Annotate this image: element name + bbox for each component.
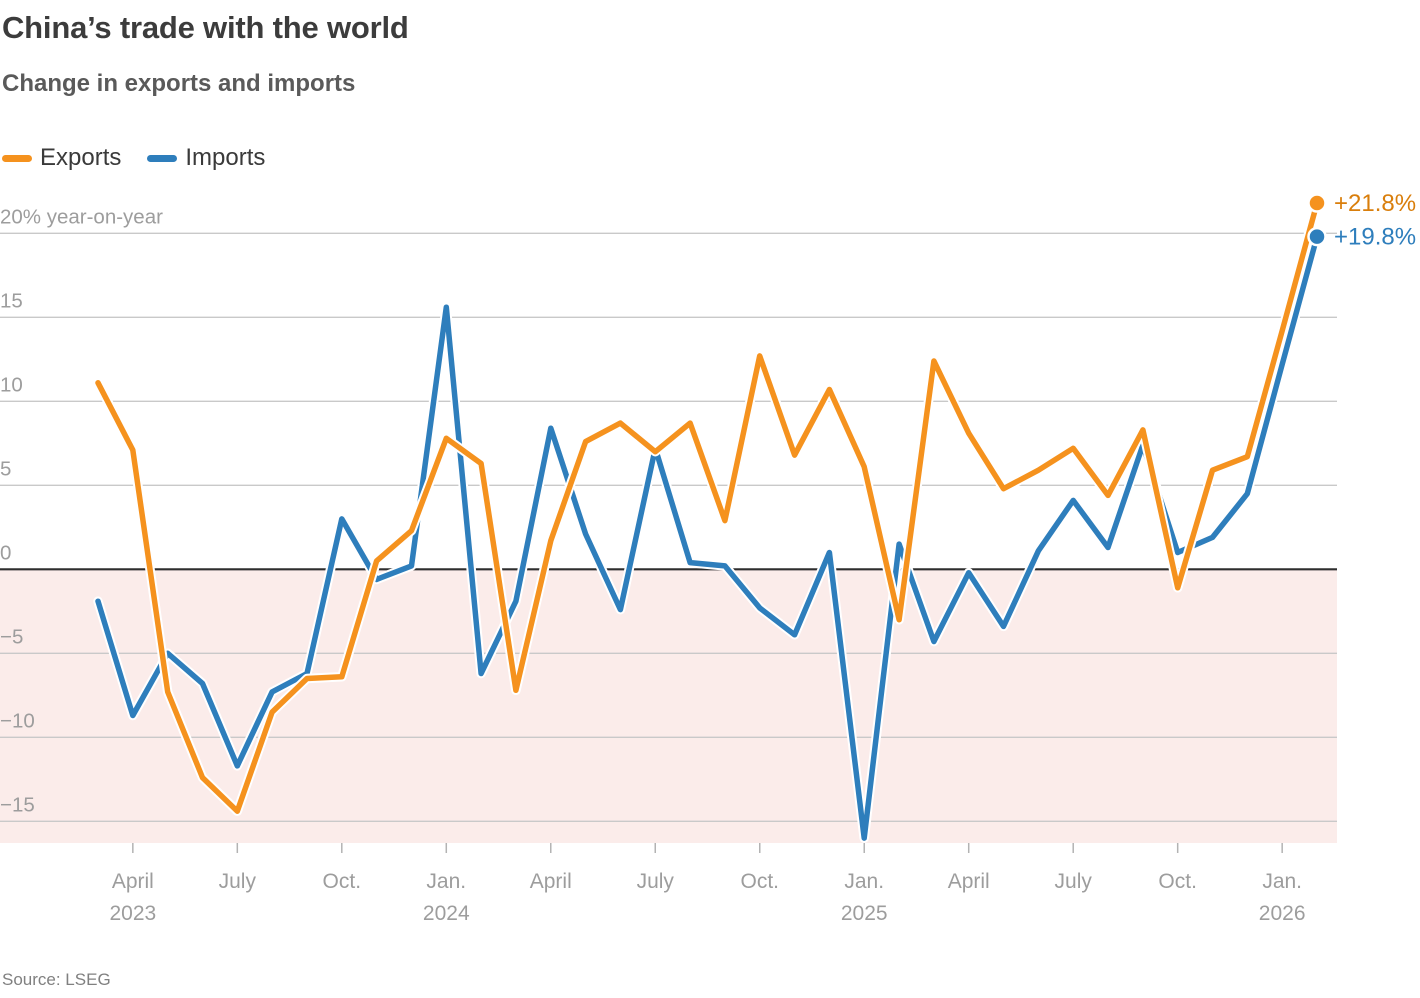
imports-legend-label: Imports <box>185 144 266 171</box>
imports-line <box>95 233 1320 841</box>
y-axis-label: 0 <box>0 541 11 564</box>
x-axis-label: Jan. <box>1262 870 1302 893</box>
x-axis-label: July <box>1055 870 1093 893</box>
x-axis-label: Jan. <box>426 870 466 893</box>
x-axis-label: Oct. <box>740 870 779 893</box>
x-axis-year-label: 2023 <box>109 902 156 925</box>
x-axis-label: April <box>530 870 572 893</box>
x-axis-label: April <box>948 870 990 893</box>
y-axis-label: −10 <box>0 709 35 732</box>
x-axis-year-label: 2026 <box>1259 902 1306 925</box>
x-axis-label: Oct. <box>1158 870 1197 893</box>
x-axis-label: Oct. <box>323 870 362 893</box>
x-axis-label: Jan. <box>844 870 884 893</box>
chart-title: China’s trade with the world <box>2 10 409 45</box>
imports-end-marker <box>1307 226 1327 247</box>
exports-line <box>95 200 1320 814</box>
exports-swatch <box>2 154 32 162</box>
chart-subtitle: Change in exports and imports <box>2 70 356 97</box>
x-axis-year-label: 2025 <box>841 902 888 925</box>
exports-end-label: +21.8% <box>1334 190 1416 217</box>
legend-item-imports: Imports <box>147 144 265 172</box>
exports-legend-label: Exports <box>40 144 122 171</box>
x-axis-label: July <box>637 870 675 893</box>
y-axis-label: 10 <box>0 373 23 396</box>
y-axis-label: 5 <box>0 457 11 480</box>
legend-item-exports: Exports <box>2 144 121 172</box>
negative-region <box>0 569 1337 843</box>
exports-end-marker <box>1307 193 1327 213</box>
y-axis-label: −5 <box>0 625 23 648</box>
y-axis-label: 20% year-on-year <box>0 205 163 228</box>
y-axis-label: 15 <box>0 289 23 312</box>
x-axis-year-label: 2024 <box>423 902 470 925</box>
imports-end-label: +19.8% <box>1334 224 1416 251</box>
x-axis-label: April <box>112 870 154 893</box>
imports-swatch <box>147 154 178 162</box>
source-note: Source: LSEG <box>2 970 111 989</box>
chart-legend: Exports Imports <box>2 144 265 172</box>
y-axis-label: −15 <box>0 793 35 816</box>
x-axis-label: July <box>219 870 257 893</box>
